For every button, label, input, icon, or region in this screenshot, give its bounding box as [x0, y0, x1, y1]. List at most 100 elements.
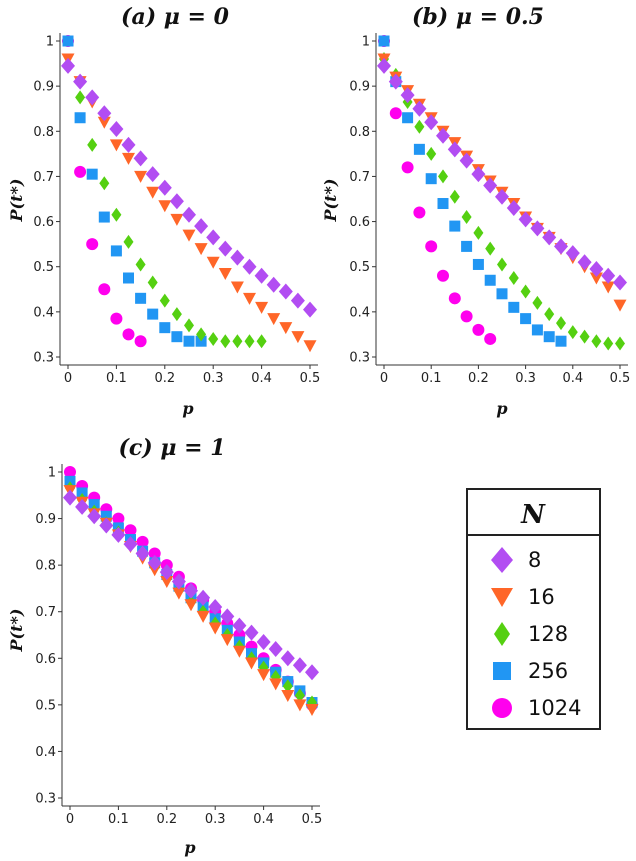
data-point-N128	[196, 327, 207, 342]
panel-a-title: (a) μ = 0	[121, 4, 230, 30]
data-point-N8	[75, 498, 90, 515]
data-point-N8	[292, 657, 307, 674]
x-tick-label: 0.3	[203, 371, 224, 386]
data-point-N1024	[484, 332, 497, 345]
data-point-N256	[74, 112, 86, 124]
x-tick-label: 0.5	[300, 371, 321, 386]
y-tick-label: 0.7	[35, 605, 56, 620]
data-point-N8	[171, 573, 186, 590]
data-point-N16	[281, 690, 295, 703]
legend-marker-1024	[492, 698, 512, 718]
data-point-N256	[520, 313, 532, 325]
x-tick-label: 0.4	[251, 371, 272, 386]
data-point-N8	[266, 276, 281, 293]
data-point-N16	[257, 669, 271, 682]
series-N-8	[61, 57, 317, 318]
panel-c: (c) μ = 1 p P(t*) 0 0.1 0.2 0.3 0.4 0.5 1 0.9 0.…	[7, 435, 322, 857]
data-point-N256	[135, 292, 147, 304]
data-point-N8	[99, 517, 114, 534]
data-point-N1024	[448, 292, 461, 305]
data-point-N128	[567, 325, 578, 340]
y-tick-label: 0.5	[33, 260, 54, 275]
data-point-N8	[256, 633, 271, 650]
data-point-N128	[171, 307, 182, 322]
data-point-N8	[483, 177, 498, 194]
data-point-N8	[459, 152, 474, 169]
data-point-N8	[196, 589, 211, 606]
data-point-N256	[159, 322, 171, 334]
data-point-N8	[123, 536, 138, 553]
data-point-N8	[169, 193, 184, 210]
data-point-N128	[449, 189, 460, 204]
data-point-N16	[146, 186, 160, 199]
y-tick-label: 0.8	[33, 125, 54, 140]
data-point-N256	[508, 301, 520, 313]
data-point-N8	[218, 240, 233, 257]
data-point-N128	[414, 119, 425, 134]
data-point-N8	[63, 489, 77, 506]
data-point-N128	[294, 688, 305, 703]
data-point-N256	[171, 331, 183, 343]
data-point-N256	[425, 173, 437, 185]
data-point-N128	[87, 137, 98, 152]
data-point-N8	[121, 136, 136, 153]
data-point-N128	[556, 316, 566, 331]
data-point-N256	[110, 245, 122, 257]
data-point-N256	[402, 112, 414, 124]
data-point-N16	[184, 599, 198, 612]
data-point-N128	[184, 318, 194, 333]
data-point-N256	[437, 198, 449, 210]
panel-a-xlabel: p	[182, 399, 193, 418]
x-tick-label: 0.2	[468, 371, 489, 386]
data-point-N1024	[472, 323, 485, 336]
data-point-N1024	[389, 107, 402, 120]
data-point-N128	[220, 334, 231, 349]
data-point-N8	[208, 599, 223, 616]
data-point-N8	[147, 554, 162, 571]
data-point-N16	[305, 704, 319, 717]
panel-c-xlabel: p	[184, 838, 195, 857]
data-point-N256	[472, 258, 484, 270]
data-point-N256	[543, 331, 555, 343]
y-tick-label: 0.8	[349, 125, 370, 140]
data-point-N256	[555, 335, 567, 347]
legend-label-8: 8	[528, 548, 541, 572]
data-point-N128	[75, 90, 86, 105]
data-point-N8	[577, 254, 592, 271]
x-tick-label: 0.5	[610, 371, 631, 386]
x-tick-label: 0.2	[154, 371, 175, 386]
data-point-N1024	[64, 466, 76, 478]
data-point-N128	[99, 176, 110, 191]
y-tick-label: 0.4	[33, 305, 54, 320]
data-point-N128	[497, 257, 507, 272]
x-tick-label: 0	[64, 371, 72, 386]
data-point-N8	[182, 206, 196, 223]
data-point-N8	[97, 105, 112, 122]
data-point-N128	[135, 257, 146, 272]
data-point-N128	[473, 225, 484, 240]
data-point-N128	[208, 331, 219, 346]
y-tick-label: 0.3	[35, 792, 56, 807]
data-point-N16	[279, 322, 293, 335]
data-point-N16	[170, 213, 184, 226]
data-point-N128	[579, 329, 590, 344]
data-point-N8	[506, 200, 521, 217]
y-tick-label: 1	[362, 35, 370, 50]
data-point-N16	[267, 313, 281, 326]
data-point-N16	[122, 152, 135, 165]
data-point-N16	[269, 678, 283, 691]
data-point-N16	[291, 331, 305, 344]
data-point-N8	[244, 624, 259, 641]
data-point-N8	[254, 267, 269, 284]
series-N-1024	[378, 35, 497, 345]
y-tick-label: 0.6	[349, 215, 370, 230]
data-point-N16	[208, 622, 222, 635]
data-point-N128	[508, 271, 519, 285]
data-point-N8	[377, 57, 391, 74]
data-point-N1024	[460, 310, 473, 323]
y-tick-label: 1	[48, 466, 56, 481]
data-point-N8	[436, 127, 450, 144]
x-tick-label: 0.2	[156, 812, 177, 827]
data-point-N8	[242, 258, 257, 275]
data-point-N16	[232, 645, 246, 658]
